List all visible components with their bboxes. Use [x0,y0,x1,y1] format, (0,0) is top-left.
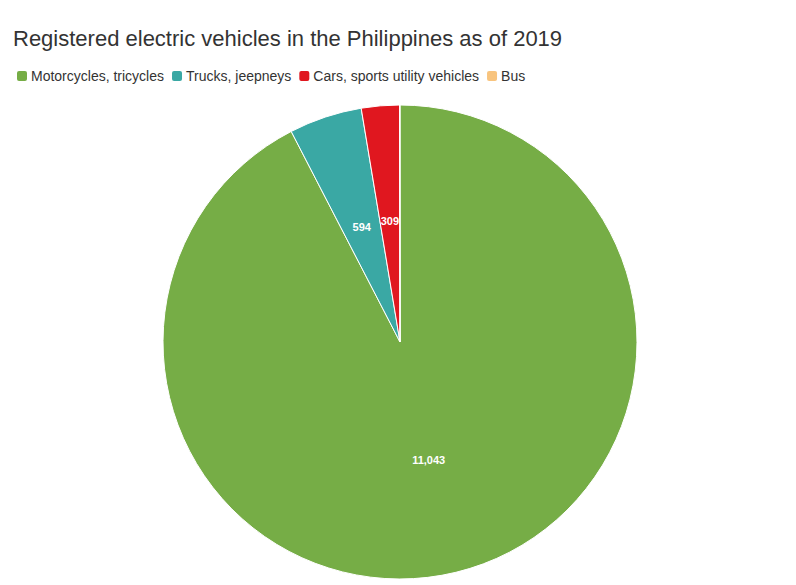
svg-text:Trucks, jeepneys: Trucks, jeepneys [186,68,291,84]
svg-text:Motorcycles, tricycles: Motorcycles, tricycles [31,68,164,84]
svg-text:Bus: Bus [501,68,525,84]
svg-text:594: 594 [353,221,372,233]
svg-text:309: 309 [381,215,399,227]
svg-text:Registered electric vehicles i: Registered electric vehicles in the Phil… [13,26,562,51]
svg-text:11,043: 11,043 [412,454,445,466]
svg-text:Cars, sports utility vehicles: Cars, sports utility vehicles [313,68,479,84]
